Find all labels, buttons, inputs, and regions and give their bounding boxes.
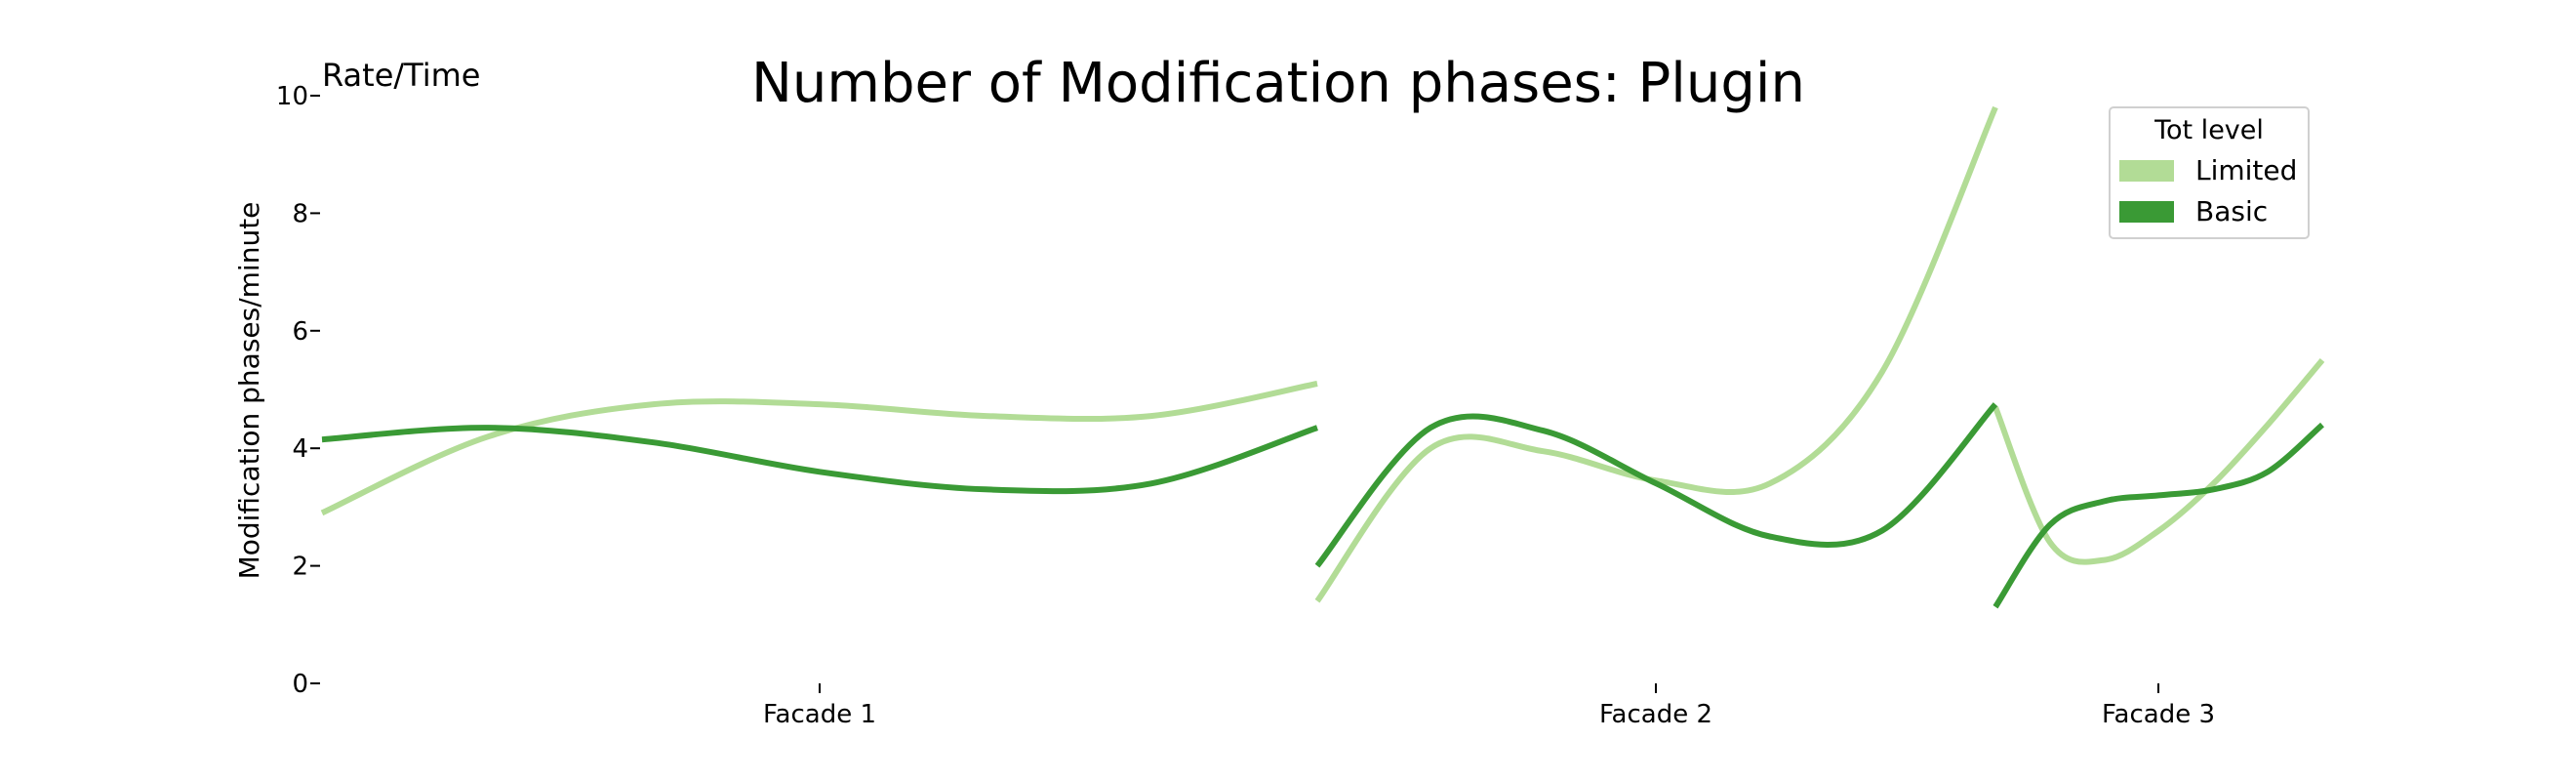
y-tick-label: 2 — [292, 553, 308, 582]
x-axis: Facade 1 Facade 2 Facade 3 — [763, 683, 2215, 729]
legend-label-basic: Basic — [2195, 195, 2268, 227]
x-tick-label: Facade 2 — [1599, 700, 1712, 729]
legend-swatch-limited — [2119, 160, 2174, 182]
legend-label-limited: Limited — [2195, 154, 2297, 186]
series-line-limited-facade-1 — [320, 381, 1318, 516]
y-tick-label: 6 — [292, 317, 308, 347]
series-line-basic-facade-2 — [1314, 402, 1998, 568]
y-tick-label: 8 — [292, 199, 308, 228]
legend-title: Tot level — [2153, 115, 2264, 145]
y-tick-label: 10 — [276, 82, 308, 111]
legend: Tot level Limited Basic — [2109, 106, 2310, 239]
y-tick-label: 0 — [292, 670, 308, 699]
series-line-limited-facade-2 — [1314, 105, 1998, 603]
y-axis-label: Modification phases/minute — [233, 202, 265, 580]
chart-title: Number of Modification phases: Plugin — [751, 52, 1805, 115]
corner-label: Rate/Time — [322, 57, 480, 94]
series-line-limited-facade-3 — [1992, 357, 2325, 565]
x-tick-label: Facade 3 — [2102, 700, 2215, 729]
legend-swatch-basic — [2119, 201, 2174, 223]
y-tick-label: 4 — [292, 434, 308, 464]
series-line-basic-facade-3 — [1992, 422, 2324, 609]
x-tick-label: Facade 1 — [763, 700, 876, 729]
y-axis: 0 2 4 6 8 10 — [276, 82, 320, 699]
series-layer — [320, 105, 2325, 609]
series-line-basic-facade-1 — [321, 425, 1318, 495]
